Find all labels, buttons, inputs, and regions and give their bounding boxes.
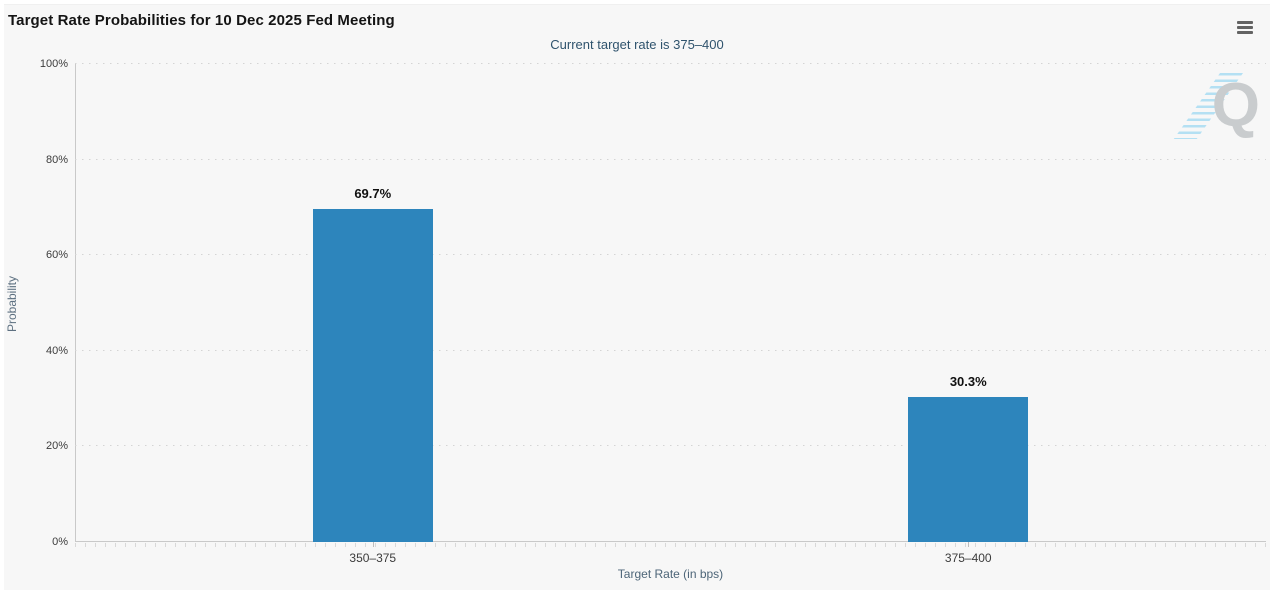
y-axis-tick-label: 20% — [45, 440, 68, 453]
x-axis-title: Target Rate (in bps) — [617, 567, 724, 581]
y-axis-tick-label: 0% — [52, 536, 68, 548]
bar-350–375[interactable] — [312, 208, 433, 542]
hamburger-icon — [1237, 30, 1253, 34]
hamburger-icon — [1237, 25, 1253, 29]
chart-title: Target Rate Probabilities for 10 Dec 202… — [8, 12, 395, 29]
gridline — [75, 63, 1266, 64]
y-axis-line — [75, 64, 76, 542]
bar-value-label: 69.7% — [354, 185, 392, 201]
gridline — [75, 254, 1266, 256]
gridline — [75, 158, 1266, 160]
x-axis-line — [75, 541, 1266, 542]
x-axis-labels: 350–375 375–400 — [75, 542, 1266, 572]
y-axis-tick-label: 100% — [39, 58, 68, 70]
gridline — [75, 349, 1266, 351]
y-axis-labels: 0% 20% 40% 60% 80% 100% — [4, 58, 68, 548]
chart-context-menu-button[interactable] — [1233, 16, 1257, 38]
gridline — [75, 445, 1266, 447]
y-axis-tick-label: 60% — [45, 249, 68, 262]
x-axis-tick — [968, 542, 970, 547]
hamburger-icon — [1237, 20, 1253, 24]
chart-subtitle: Current target rate is 375–400 — [550, 37, 724, 52]
bar-375–400[interactable] — [908, 397, 1029, 542]
x-axis-tick-label: 375–400 — [944, 551, 992, 565]
y-axis-tick-label: 40% — [45, 344, 68, 357]
y-axis-tick-label: 80% — [45, 153, 68, 166]
plot-area: 69.7% 30.3% — [75, 63, 1266, 542]
x-axis-minor-ticks — [75, 543, 1266, 547]
x-axis-tick-label: 350–375 — [349, 551, 397, 565]
chart-container: Target Rate Probabilities for 10 Dec 202… — [4, 4, 1270, 590]
bar-value-label: 30.3% — [949, 374, 987, 390]
x-axis-tick — [372, 542, 374, 547]
